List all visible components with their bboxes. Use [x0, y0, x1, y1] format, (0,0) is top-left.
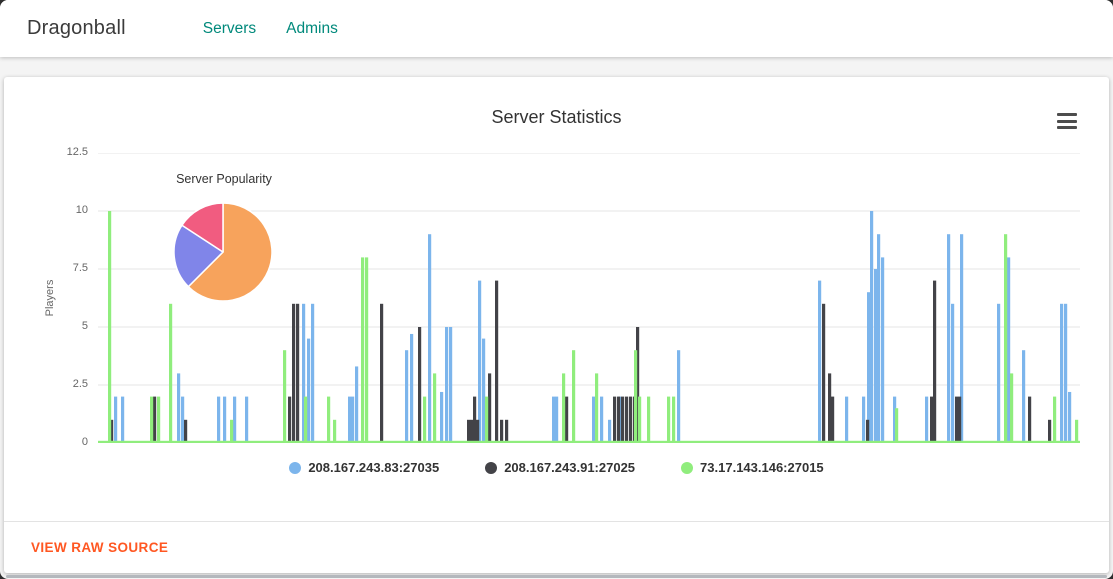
app-title: Dragonball — [27, 17, 126, 39]
y-tick-label: 12.5 — [66, 146, 88, 158]
server-statistics-chart: Server Statistics Players 0 2.5 5 7.5 10 12.5… — [4, 77, 1109, 521]
bottom-edge-strip — [6, 575, 1107, 578]
chart-legend: 208.167.243.83:27035 208.167.243.91:27025… — [4, 460, 1109, 475]
card-divider — [4, 521, 1109, 522]
bar-chart-svg — [98, 153, 1080, 443]
pie-chart-svg — [173, 202, 273, 302]
pie-slice — [173, 224, 224, 288]
page-body: Server Statistics Players 0 2.5 5 7.5 10 12.5… — [0, 57, 1113, 573]
chart-export-menu-icon[interactable] — [1057, 113, 1077, 129]
y-tick-label: 5 — [81, 320, 88, 332]
view-raw-source-link[interactable]: VIEW RAW SOURCE — [31, 540, 169, 555]
chart-title: Server Statistics — [491, 107, 622, 127]
legend-item[interactable]: 208.167.243.83:27035 — [289, 460, 439, 475]
nav-link-servers[interactable]: Servers — [202, 19, 257, 37]
y-tick-label: 2.5 — [72, 378, 88, 390]
nav-link-admins[interactable]: Admins — [286, 19, 338, 37]
pie-slice — [181, 202, 224, 253]
y-tick-label: 0 — [81, 436, 88, 448]
legend-label: 208.167.243.83:27035 — [308, 460, 440, 475]
legend-label: 208.167.243.91:27025 — [504, 460, 636, 475]
legend-marker-icon — [485, 461, 498, 474]
statistics-card: Server Statistics Players 0 2.5 5 7.5 10 12.5… — [4, 77, 1109, 573]
y-axis-title: Players — [44, 279, 56, 317]
pie-slice — [187, 202, 273, 302]
bar-plot-area — [98, 153, 1080, 443]
legend-label: 73.17.143.146:27015 — [700, 460, 824, 475]
y-tick-label: 10 — [75, 204, 88, 216]
pie-chart-title: Server Popularity — [176, 172, 272, 186]
pie-chart — [172, 201, 274, 303]
legend-item[interactable]: 208.167.243.91:27025 — [485, 460, 635, 475]
y-tick-label: 7.5 — [72, 262, 88, 274]
app-header: Dragonball Servers Admins — [0, 0, 1113, 57]
card-footer: VIEW RAW SOURCE — [4, 522, 1109, 573]
legend-marker-icon — [289, 461, 302, 474]
legend-item[interactable]: 73.17.143.146:27015 — [681, 460, 824, 475]
main-nav: Servers Admins — [188, 14, 353, 44]
legend-marker-icon — [681, 461, 694, 474]
